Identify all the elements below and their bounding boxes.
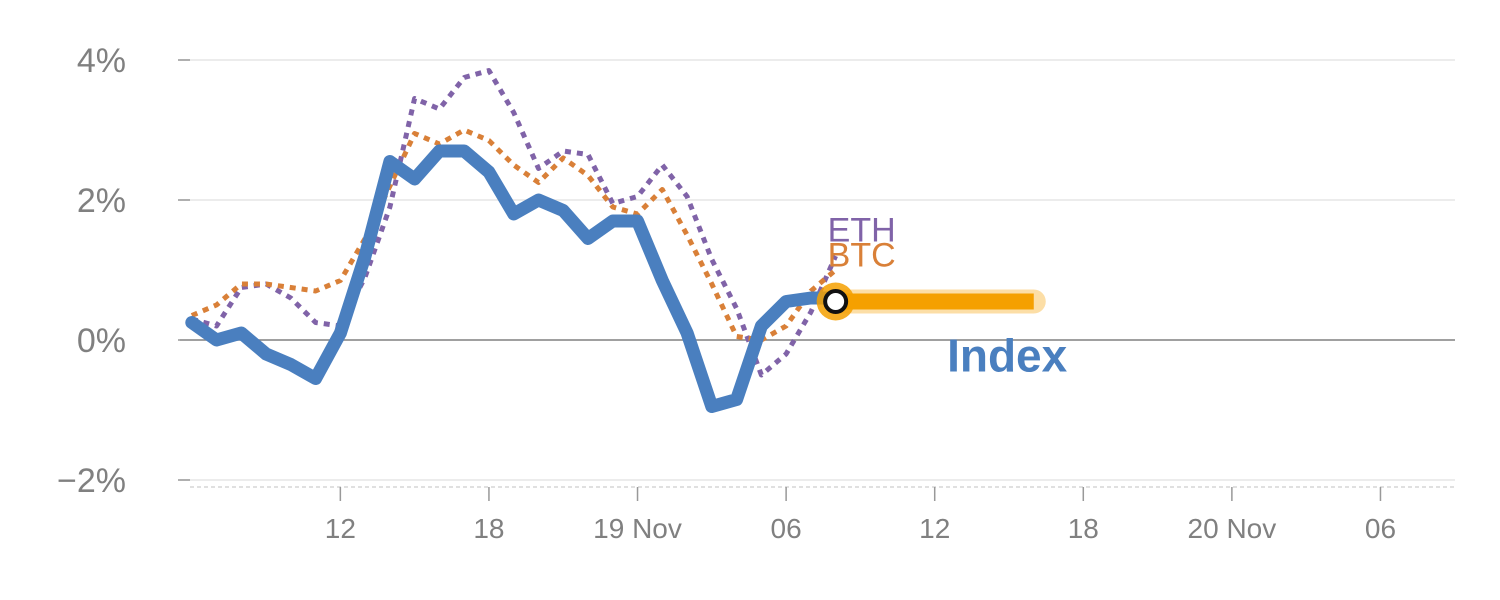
x-tick-label: 18: [1068, 513, 1099, 544]
y-tick-label: 0%: [77, 322, 126, 360]
series-line-eth: [191, 68, 838, 378]
current-point-marker: [823, 289, 849, 314]
series-layer: [185, 68, 843, 413]
x-axis: 12 18 19 Nov 06 12 18 20 Nov 06: [190, 486, 1455, 544]
x-tick-label: 20 Nov: [1188, 513, 1277, 544]
current-point-layer: [816, 282, 1046, 321]
series-line-index: [185, 144, 843, 413]
series-label-index: Index: [947, 330, 1068, 382]
y-tick-label: 4%: [77, 42, 126, 80]
x-tick-label: 12: [325, 513, 356, 544]
series-label-btc: BTC: [828, 237, 896, 275]
series-label-eth: ETH: [828, 212, 896, 250]
x-tick-label: 12: [919, 513, 950, 544]
y-tick-label: 2%: [77, 182, 126, 220]
x-tick-label: 06: [771, 513, 802, 544]
x-tick-label: 19 Nov: [593, 513, 682, 544]
x-tick-label: 06: [1365, 513, 1396, 544]
series-line-btc: [190, 127, 838, 343]
grid-layer: [180, 59, 1455, 481]
y-tick-label: −2%: [57, 462, 126, 500]
x-tick-label: 18: [473, 513, 504, 544]
y-axis: −2% 0% 2% 4%: [57, 42, 190, 500]
